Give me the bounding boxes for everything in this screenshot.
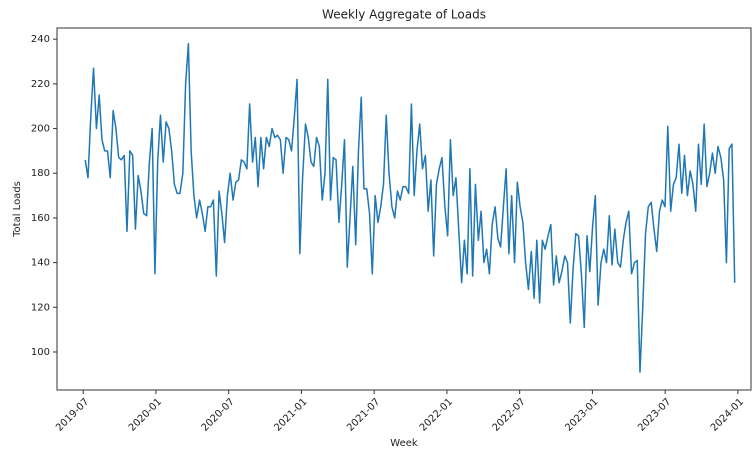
x-tick-label: 2023-01: [563, 396, 600, 433]
x-tick-label: 2023-07: [636, 396, 673, 433]
y-tick-label: 160: [31, 213, 50, 224]
x-tick-label: 2020-07: [200, 396, 237, 433]
x-tick-label: 2024-01: [709, 396, 746, 433]
plot-frame: [56, 27, 752, 391]
chart-title: Weekly Aggregate of Loads: [322, 8, 486, 22]
x-tick-label: 2019-07: [54, 396, 91, 433]
x-tick-label: 2022-01: [418, 396, 455, 433]
x-tick-label: 2021-07: [345, 396, 382, 433]
y-tick-label: 120: [31, 302, 50, 313]
y-axis-label: Total Loads: [12, 181, 23, 238]
y-tick-label: 140: [31, 258, 50, 269]
x-axis-label: Week: [390, 438, 418, 449]
x-tick-label: 2022-07: [491, 396, 528, 433]
y-tick-label: 180: [31, 168, 50, 179]
y-tick-label: 200: [31, 124, 50, 135]
y-tick-label: 240: [31, 34, 50, 45]
data-line: [84, 42, 736, 373]
y-tick-label: 100: [31, 347, 50, 358]
x-tick-label: 2021-01: [272, 396, 309, 433]
y-tick-label: 220: [31, 79, 50, 90]
x-tick-label: 2020-01: [127, 396, 164, 433]
